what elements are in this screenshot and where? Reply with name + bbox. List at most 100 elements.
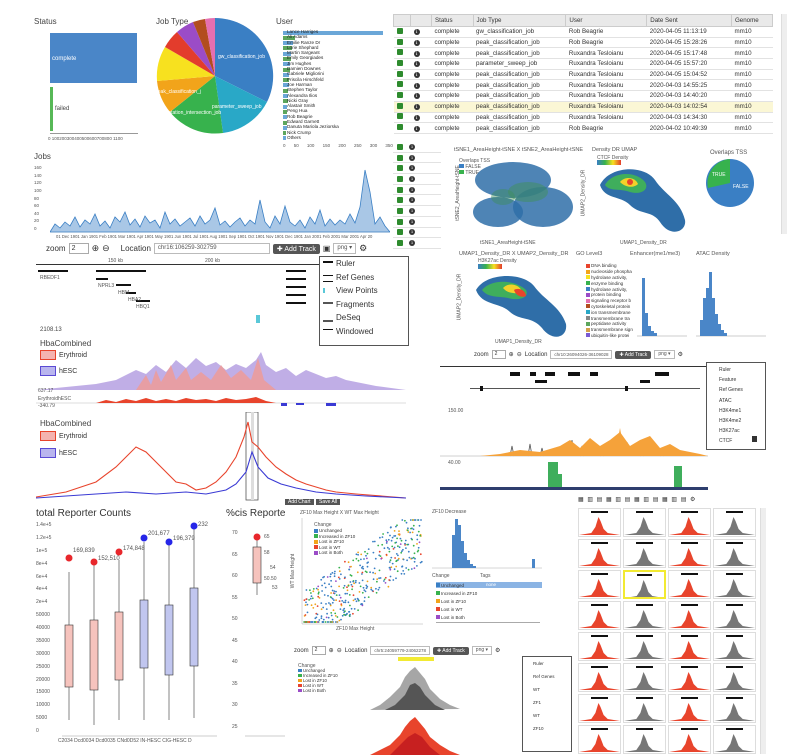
user-bar-row[interactable]: Nicki Gray xyxy=(283,98,393,104)
scatter-legend-item[interactable]: Unchanged xyxy=(314,528,355,534)
row-checkbox[interactable]: i xyxy=(393,163,441,175)
table-header-select[interactable] xyxy=(393,14,411,27)
go-item[interactable]: signaling receptor b xyxy=(586,298,636,304)
browser2-menu-item[interactable]: H3K4me2 xyxy=(719,418,742,425)
info-icon[interactable]: i xyxy=(410,26,432,38)
row-checkbox[interactable] xyxy=(393,101,411,113)
info-icon[interactable]: i xyxy=(409,207,415,214)
grid-cell[interactable] xyxy=(668,508,711,537)
table-row[interactable]: i complete peak_classification_job Ruxandra… xyxy=(393,69,773,81)
user-bar-row[interactable]: Jim Hughes xyxy=(283,61,393,67)
grid-cell[interactable] xyxy=(578,663,621,692)
add-track-button[interactable]: ✚ Add Track xyxy=(272,243,320,254)
info-icon[interactable]: i xyxy=(409,240,415,247)
grid-cell[interactable] xyxy=(623,570,666,599)
grid-cell[interactable] xyxy=(623,508,666,537)
change-item[interactable]: Unchanged xyxy=(436,582,486,588)
browser2-gear-icon[interactable]: ⚙ xyxy=(677,352,683,358)
change-item[interactable]: Lost in Both xyxy=(436,614,486,620)
tags-item-none[interactable]: none xyxy=(484,582,542,588)
browser3-menu-item[interactable]: ZF10 xyxy=(533,726,544,731)
table-row[interactable]: i complete parameter_sweep_job Ruxandra Tes… xyxy=(393,58,773,70)
user-bar-row[interactable]: Damien Downes xyxy=(283,66,393,72)
row-checkbox[interactable]: i xyxy=(393,195,441,207)
diff-track[interactable] xyxy=(36,396,406,410)
change-item[interactable]: Lost in WT xyxy=(436,606,486,612)
user-bar-row[interactable]: Martin Sargeant xyxy=(283,50,393,56)
grid-cell[interactable] xyxy=(668,725,711,754)
info-icon[interactable]: i xyxy=(410,90,432,102)
enhancer-histogram[interactable] xyxy=(637,258,687,338)
user-bar-row[interactable]: Joe Harman xyxy=(283,82,393,88)
row-checkbox[interactable]: i xyxy=(393,228,441,239)
user-bar-row[interactable]: Nick Crump xyxy=(283,130,393,136)
browser3-gear-icon[interactable]: ⚙ xyxy=(495,648,501,654)
table-header-user[interactable]: User xyxy=(565,14,648,27)
table-header-genome[interactable]: Genome xyxy=(730,14,774,27)
row-checkbox[interactable] xyxy=(393,47,411,60)
browser3-zoom-in-icon[interactable]: ⊕ xyxy=(328,648,334,654)
grid-cell[interactable] xyxy=(668,663,711,692)
user-bar-row[interactable]: Emilie Ranze Dr xyxy=(283,40,393,46)
row-checkbox[interactable]: i xyxy=(393,174,441,185)
grid-cell[interactable] xyxy=(668,601,711,630)
change-item[interactable]: Lost in ZF10 xyxy=(436,598,486,604)
grid-cell[interactable] xyxy=(623,539,666,568)
row-checkbox[interactable] xyxy=(393,122,411,134)
table-row[interactable]: i complete peak_classification_job Ruxandra… xyxy=(393,79,773,92)
row-checkbox[interactable]: i xyxy=(393,142,441,153)
table-row[interactable]: i complete peak_classification_job Ruxandra… xyxy=(393,47,773,60)
table-header-status[interactable]: Status xyxy=(431,14,474,27)
row-checkbox[interactable]: i xyxy=(393,185,441,196)
grid-cell[interactable] xyxy=(713,539,756,568)
location-input[interactable]: chr16:106259-302759 xyxy=(153,243,270,254)
row-checkbox[interactable] xyxy=(393,79,411,92)
user-bar-row[interactable]: Others xyxy=(283,135,393,141)
user-bar-row[interactable]: Danuta Mariola Jeziorska xyxy=(283,124,393,130)
menu-item-view-points[interactable]: View Points xyxy=(320,284,408,298)
zoom-out-icon[interactable]: ⊖ xyxy=(102,243,110,253)
browser3-location-input[interactable]: chr5:24059779-24062278 xyxy=(370,646,430,655)
grid-toolbar-icons[interactable]: ▦ ▥ ▤ ▦ ▥ ▤ ▦ ▥ ▤ ▦ ▥ ▤ ⚙ xyxy=(578,497,697,503)
info-icon[interactable]: i xyxy=(409,165,415,172)
info-icon[interactable]: i xyxy=(410,101,432,113)
browser3-menu-item[interactable]: Ref Genes xyxy=(533,674,555,679)
row-checkbox[interactable] xyxy=(393,26,411,38)
user-bar-row[interactable]: Emily Georgiades xyxy=(283,55,393,61)
cis-boxplot[interactable] xyxy=(245,525,285,740)
user-bar-row[interactable]: Ali Adams xyxy=(283,34,393,40)
row-checkbox[interactable]: i xyxy=(393,238,441,249)
info-icon[interactable]: i xyxy=(409,154,415,161)
browser2-location-input[interactable]: chr10:26094026-36109028 xyxy=(550,350,613,359)
info-icon[interactable]: i xyxy=(409,143,415,150)
grid-cell[interactable] xyxy=(578,632,621,661)
add-chart-button[interactable]: Add Chart xyxy=(285,499,314,505)
info-icon[interactable]: i xyxy=(410,122,432,134)
grid-cell[interactable] xyxy=(623,632,666,661)
browser2-track1[interactable] xyxy=(440,410,708,460)
row-checkbox[interactable]: i xyxy=(393,153,441,164)
change-item[interactable]: Increased in ZF10 xyxy=(436,590,486,596)
browser3-menu-item[interactable]: WT xyxy=(533,713,540,718)
camera-icon[interactable]: ▣ xyxy=(322,244,331,253)
go-item[interactable]: ion transmembrane xyxy=(586,309,636,315)
scatter-legend-item[interactable]: Increased in ZF10 xyxy=(314,534,355,540)
go-item[interactable]: enzyme binding xyxy=(586,280,636,286)
grid-scrollbar[interactable] xyxy=(760,508,766,754)
go-item[interactable]: cytoskeletal protein xyxy=(586,304,636,310)
row-checkbox[interactable]: i xyxy=(393,206,441,217)
browser2-zoom-input[interactable]: 2 xyxy=(491,350,506,359)
tsne-scatter[interactable] xyxy=(458,152,583,242)
browser3-format-select[interactable]: png ▾ xyxy=(471,646,493,655)
table-row[interactable]: i complete peak_classification_job Rob Beag… xyxy=(393,37,773,49)
browser3-menu-item[interactable]: ZF1 xyxy=(533,700,542,705)
density-umap-scatter[interactable] xyxy=(590,160,695,240)
browser2-menu-item[interactable]: Ref Genes xyxy=(719,387,743,394)
info-icon[interactable]: i xyxy=(410,79,432,92)
go-item[interactable]: hydrolase activity, xyxy=(586,286,636,292)
info-icon[interactable]: i xyxy=(410,47,432,60)
menu-item-fragments[interactable]: Fragments xyxy=(320,298,408,312)
browser3-zoom-input[interactable]: 2 xyxy=(311,646,326,655)
row-checkbox[interactable] xyxy=(393,37,411,49)
zoom-input[interactable]: 2 xyxy=(68,243,89,254)
